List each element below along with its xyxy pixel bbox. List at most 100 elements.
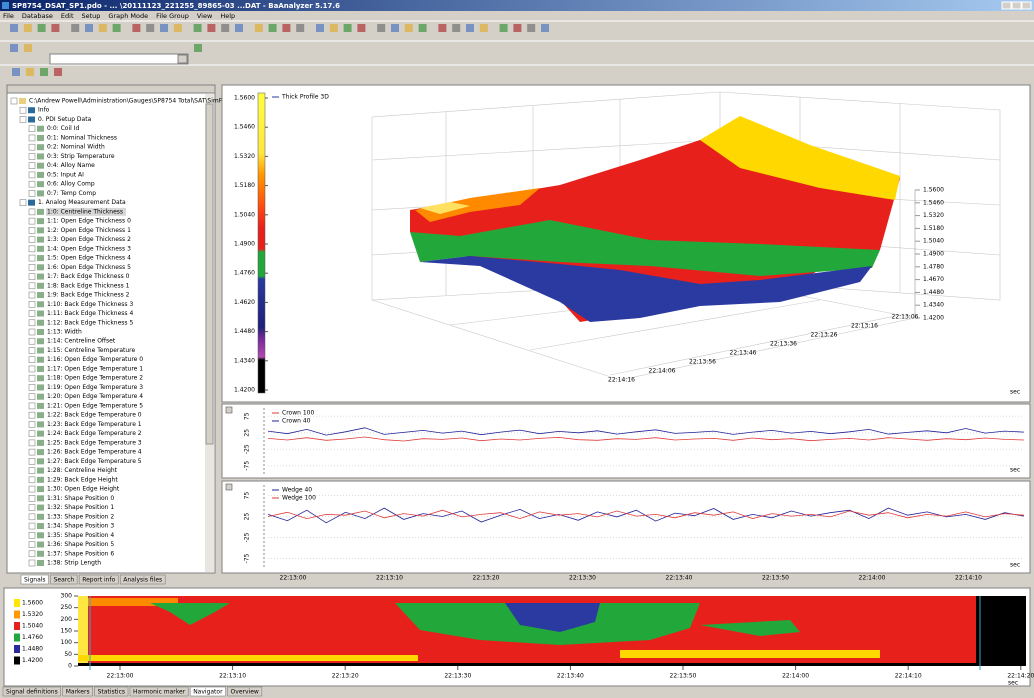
tree-item[interactable]: 1:26: Back Edge Temperature 4	[47, 449, 142, 456]
tree-expander[interactable]	[28, 236, 36, 243]
tree-item[interactable]: 0. PDI Setup Data	[38, 116, 92, 123]
tree-item[interactable]: 1:22: Back Edge Temperature 0	[47, 412, 142, 419]
tree-expander[interactable]	[28, 143, 36, 151]
toolbar-button[interactable]	[527, 24, 536, 32]
toolbar-button[interactable]	[146, 24, 155, 32]
toolbar-button[interactable]	[452, 24, 461, 32]
tree-item[interactable]: 1:15: Centreline Temperature	[47, 347, 136, 354]
tree-expander[interactable]	[19, 199, 27, 206]
tree-expander[interactable]	[28, 550, 36, 558]
toolbar-button[interactable]	[132, 24, 141, 32]
tree-expander[interactable]	[28, 319, 36, 327]
panel-button[interactable]	[225, 406, 233, 414]
tree-expander[interactable]	[28, 134, 36, 142]
tree-item[interactable]: 1:35: Shape Position 4	[47, 532, 114, 539]
menu-item[interactable]: Setup	[82, 12, 101, 20]
tree-expander[interactable]	[28, 522, 36, 530]
menu-item[interactable]: Database	[22, 12, 53, 20]
tree-item[interactable]: 1:37: Shape Position 6	[47, 550, 114, 557]
close-button[interactable]	[1021, 1, 1032, 10]
tree-item[interactable]: 1:2: Open Edge Thickness 1	[47, 227, 131, 234]
tree-expander[interactable]	[28, 162, 36, 169]
minimize-button[interactable]	[1001, 1, 1012, 10]
tree-item[interactable]: 1:28: Centreline Height	[47, 467, 118, 474]
toolbar-button[interactable]	[98, 24, 107, 32]
tree-expander[interactable]	[28, 393, 36, 400]
tree-expander[interactable]	[28, 291, 36, 299]
toolbar-button[interactable]	[377, 24, 386, 32]
menu-item[interactable]: File Group	[156, 12, 189, 20]
tab-label[interactable]: Analysis files	[123, 577, 162, 584]
toolbar-button[interactable]	[173, 24, 182, 32]
tree-item[interactable]: 1:36: Shape Position 5	[47, 541, 114, 548]
tab-label[interactable]: Search	[54, 577, 75, 584]
toolbar-button[interactable]	[438, 24, 447, 32]
tree-item[interactable]: 1:8: Back Edge Thickness 1	[47, 282, 130, 289]
tree-expander[interactable]	[28, 273, 36, 280]
combo-box[interactable]	[49, 53, 189, 65]
tree-item[interactable]: 0:1: Nominal Thickness	[47, 134, 117, 141]
toolbar-button[interactable]	[54, 68, 62, 76]
tree-item[interactable]: 0:2: Nominal Width	[47, 144, 105, 151]
tree-item[interactable]: 1:6: Open Edge Thickness 5	[47, 264, 131, 271]
tab-label[interactable]: Markers	[66, 689, 90, 696]
tree-expander[interactable]	[28, 411, 36, 419]
tab[interactable]	[119, 574, 166, 585]
toolbar-button[interactable]	[207, 24, 216, 32]
tree-item[interactable]: 1. Analog Measurement Data	[38, 199, 126, 206]
tree-item[interactable]: 1:9: Back Edge Thickness 2	[47, 292, 130, 299]
tree-item[interactable]: 1:29: Back Edge Height	[47, 476, 118, 483]
tree-expander[interactable]	[28, 448, 36, 456]
toolbar-button[interactable]	[254, 24, 263, 32]
tree-item[interactable]: Info	[38, 107, 50, 114]
toolbar-button[interactable]	[160, 24, 168, 32]
toolbar-button[interactable]	[357, 24, 366, 32]
toolbar-button[interactable]	[296, 24, 305, 32]
panel-button[interactable]	[225, 483, 233, 491]
toolbar-button[interactable]	[404, 24, 413, 32]
tree-expander[interactable]	[28, 402, 36, 410]
tab[interactable]	[227, 686, 263, 697]
toolbar-button[interactable]	[26, 68, 34, 76]
tree-expander[interactable]	[28, 227, 36, 234]
tab-label[interactable]: Harmonic marker	[133, 689, 186, 696]
tree-expander[interactable]	[28, 208, 36, 216]
tree-expander[interactable]	[10, 97, 18, 105]
tab-label[interactable]: Report info	[82, 577, 115, 584]
toolbar-button[interactable]	[23, 24, 32, 32]
toolbar-button[interactable]	[466, 24, 474, 32]
toolbar-button[interactable]	[40, 68, 48, 76]
tree-item[interactable]: 1:33: Shape Position 2	[47, 513, 114, 520]
tree-expander[interactable]	[28, 439, 36, 447]
toolbar-button[interactable]	[235, 24, 243, 32]
tree-item[interactable]: 1:12: Back Edge Thickness 5	[47, 319, 133, 326]
toolbar-button[interactable]	[499, 24, 508, 32]
tree-expander[interactable]	[19, 116, 27, 123]
tree-item[interactable]: 1:3: Open Edge Thickness 2	[47, 236, 131, 243]
tree-expander[interactable]	[28, 384, 36, 391]
tab-label[interactable]: Statistics	[98, 689, 125, 696]
tree-expander[interactable]	[28, 476, 36, 484]
menu-item[interactable]: Graph Mode	[108, 12, 148, 20]
tree-item[interactable]: C:\Andrew Powell\Administration\Gauges\S…	[29, 98, 226, 105]
tree-item[interactable]: 1:23: Back Edge Temperature 1	[47, 421, 142, 428]
tree-expander[interactable]	[28, 282, 36, 290]
toolbar-button[interactable]	[10, 44, 18, 52]
tree-item[interactable]: 1:16: Open Edge Temperature 0	[47, 356, 143, 363]
tree-item[interactable]: 1:24: Back Edge Temperature 2	[47, 430, 142, 437]
tree-expander[interactable]	[28, 421, 36, 428]
tree-item[interactable]: 0:0: Coil Id	[47, 125, 79, 132]
menu-item[interactable]: Help	[220, 12, 235, 20]
toolbar-button[interactable]	[10, 24, 18, 32]
tree-item[interactable]: 1:17: Open Edge Temperature 1	[47, 365, 143, 372]
tab[interactable]	[189, 686, 226, 697]
menu-item[interactable]: File	[3, 12, 14, 20]
tree-item[interactable]: 1:19: Open Edge Temperature 3	[47, 384, 143, 391]
tree-expander[interactable]	[28, 541, 36, 548]
toolbar-button[interactable]	[541, 24, 549, 32]
menu-item[interactable]: Edit	[61, 12, 74, 20]
tree-expander[interactable]	[28, 495, 36, 502]
tree-item[interactable]: 1:18: Open Edge Temperature 2	[47, 375, 143, 382]
tree-expander[interactable]	[28, 190, 36, 197]
tab[interactable]	[62, 686, 93, 697]
